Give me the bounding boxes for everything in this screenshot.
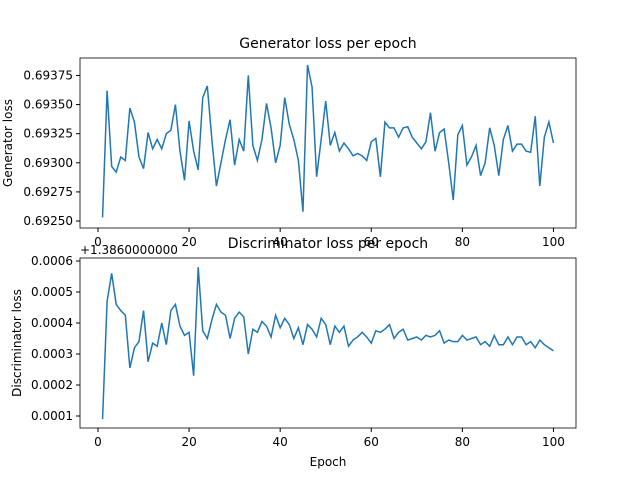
x-tick-label: 0	[94, 235, 102, 249]
axes-frame	[79, 257, 577, 429]
x-tick-label: 100	[542, 235, 565, 249]
y-axis-label: Generator loss	[1, 99, 15, 187]
y-tick-label: 0.0006	[31, 254, 73, 268]
y-tick-label: 0.69275	[23, 185, 73, 199]
x-tick-label: 40	[273, 435, 288, 449]
x-tick-label: 20	[181, 435, 196, 449]
loss-line	[101, 267, 554, 420]
x-tick-label: 0	[94, 435, 102, 449]
y-tick-label: 0.69325	[23, 127, 73, 141]
axes-title: Generator loss per epoch	[239, 36, 416, 52]
x-tick-label: 60	[364, 235, 379, 249]
x-tick-label: 60	[364, 435, 379, 449]
x-tick-label: 80	[455, 235, 470, 249]
y-tick-label: 0.69300	[23, 156, 73, 170]
axes-title: Discriminator loss per epoch	[228, 236, 428, 252]
x-tick-label: 40	[273, 235, 288, 249]
y-tick-label: 0.69375	[23, 68, 73, 82]
loss-line	[101, 64, 555, 218]
y-tick-label: 0.0001	[31, 409, 73, 423]
x-tick-label: 20	[181, 235, 196, 249]
offset-text: +1.3860000000	[80, 243, 178, 257]
y-tick-label: 0.0002	[31, 378, 73, 392]
y-tick-label: 0.0005	[31, 285, 73, 299]
axes-frame	[79, 57, 577, 229]
y-tick-label: 0.69250	[23, 214, 73, 228]
y-tick-label: 0.0004	[31, 316, 73, 330]
x-tick-label: 100	[542, 435, 565, 449]
y-axis-label: Discriminator loss	[10, 289, 24, 397]
x-tick-label: 80	[455, 435, 470, 449]
y-tick-label: 0.0003	[31, 347, 73, 361]
x-axis-label: Epoch	[310, 455, 347, 469]
y-tick-label: 0.69350	[23, 98, 73, 112]
